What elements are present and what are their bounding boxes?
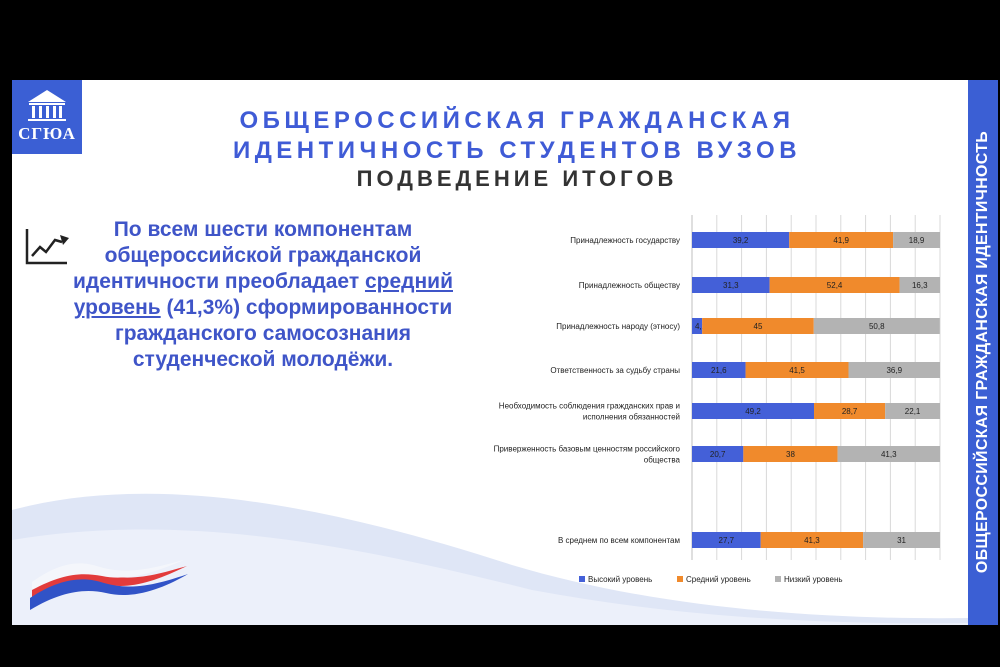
category-label: исполнения обязанностей — [583, 413, 680, 422]
data-label: 18,9 — [909, 236, 925, 245]
side-label: ОБЩЕРОССИЙСКАЯ ГРАЖДАНСКАЯ ИДЕНТИЧНОСТЬ — [974, 130, 991, 574]
summary-text: По всем шести компонентам общероссийской… — [68, 217, 458, 373]
bar-segment — [848, 362, 940, 378]
data-label: 49,2 — [745, 407, 761, 416]
summary-highlight: средний уровень — [73, 270, 453, 319]
bar-segment — [692, 446, 744, 462]
side-band: ОБЩЕРОССИЙСКАЯ ГРАЖДАНСКАЯ ИДЕНТИЧНОСТЬ — [968, 80, 998, 625]
data-label: 45 — [754, 322, 763, 331]
bar-segment — [769, 277, 900, 293]
flag-wave-decoration — [12, 493, 972, 625]
logo-text: СГЮА — [18, 124, 76, 143]
bar-segment — [899, 277, 940, 293]
data-label: 16,3 — [912, 281, 928, 290]
data-label: 41,5 — [789, 366, 805, 375]
legend-swatch — [677, 576, 683, 582]
legend-label: Высокий уровень — [588, 575, 652, 584]
bar-segment — [814, 403, 886, 419]
legend-label: Низкий уровень — [784, 575, 843, 584]
data-label: 31,3 — [723, 281, 739, 290]
bar-segment — [893, 232, 940, 248]
category-label: Принадлежность обществу — [579, 281, 680, 290]
bar-segment — [863, 532, 940, 548]
data-label: 38 — [786, 450, 795, 459]
category-label: Необходимость соблюдения гражданских пра… — [499, 402, 680, 411]
building-icon — [28, 90, 66, 121]
legend-swatch — [579, 576, 585, 582]
data-label: 28,7 — [842, 407, 858, 416]
bar-segment — [743, 446, 838, 462]
slide-title-line1: ОБЩЕРОССИЙСКАЯ ГРАЖДАНСКАЯ — [239, 107, 795, 134]
slide-title-line2: ИДЕНТИЧНОСТЬ СТУДЕНТОВ ВУЗОВ — [232, 137, 802, 164]
summary-text-part1: По всем шести компонентам общероссийской… — [73, 218, 422, 293]
data-label: 41,3 — [804, 536, 820, 545]
category-label: общества — [644, 456, 681, 465]
summary-text-part2: (41,3%) сформированности гражданского са… — [114, 296, 453, 371]
data-label: 31 — [897, 536, 906, 545]
bar-segment — [885, 403, 940, 419]
data-label: 36,9 — [886, 366, 902, 375]
data-label: 22,1 — [905, 407, 921, 416]
data-label: 41,3 — [881, 450, 897, 459]
legend-label: Средний уровень — [686, 575, 751, 584]
stacked-bar-chart: 39,2 41,9 18,9 Принадлежность государству 31… — [494, 215, 941, 584]
bar-segment — [692, 532, 761, 548]
category-label: Приверженность базовым ценностям российс… — [494, 445, 681, 454]
bar-segment — [692, 318, 703, 334]
slide-subtitle: ПОДВЕДЕНИЕ ИТОГОВ — [356, 166, 678, 191]
bar-segment — [692, 403, 815, 419]
category-label: Ответственность за судьбу страны — [550, 366, 680, 375]
bar-segment — [692, 277, 770, 293]
category-label: Принадлежность государству — [570, 236, 680, 245]
bar-segment — [692, 362, 746, 378]
data-label: 41,9 — [833, 236, 849, 245]
slide: СГЮА ОБЩЕРОССИЙСКАЯ ГРАЖДАНСКАЯ ИДЕНТИЧН… — [12, 80, 998, 625]
logo: СГЮА — [12, 80, 82, 154]
data-label: 27,7 — [719, 536, 735, 545]
bar-segment — [702, 318, 814, 334]
data-label: 50,8 — [869, 322, 885, 331]
data-label: 4,1 — [695, 322, 707, 331]
data-label: 39,2 — [733, 236, 749, 245]
data-label: 52,4 — [827, 281, 843, 290]
bar-segment — [692, 232, 790, 248]
legend-swatch — [775, 576, 781, 582]
bar-segment — [837, 446, 940, 462]
trend-chart-icon — [25, 229, 69, 265]
bar-segment — [760, 532, 864, 548]
bar-segment — [813, 318, 940, 334]
category-label: Принадлежность народу (этносу) — [556, 322, 680, 331]
bar-segment — [789, 232, 894, 248]
data-label: 20,7 — [710, 450, 726, 459]
bar-segment — [745, 362, 849, 378]
category-label: В среднем по всем компонентам — [558, 536, 680, 545]
data-label: 21,6 — [711, 366, 727, 375]
